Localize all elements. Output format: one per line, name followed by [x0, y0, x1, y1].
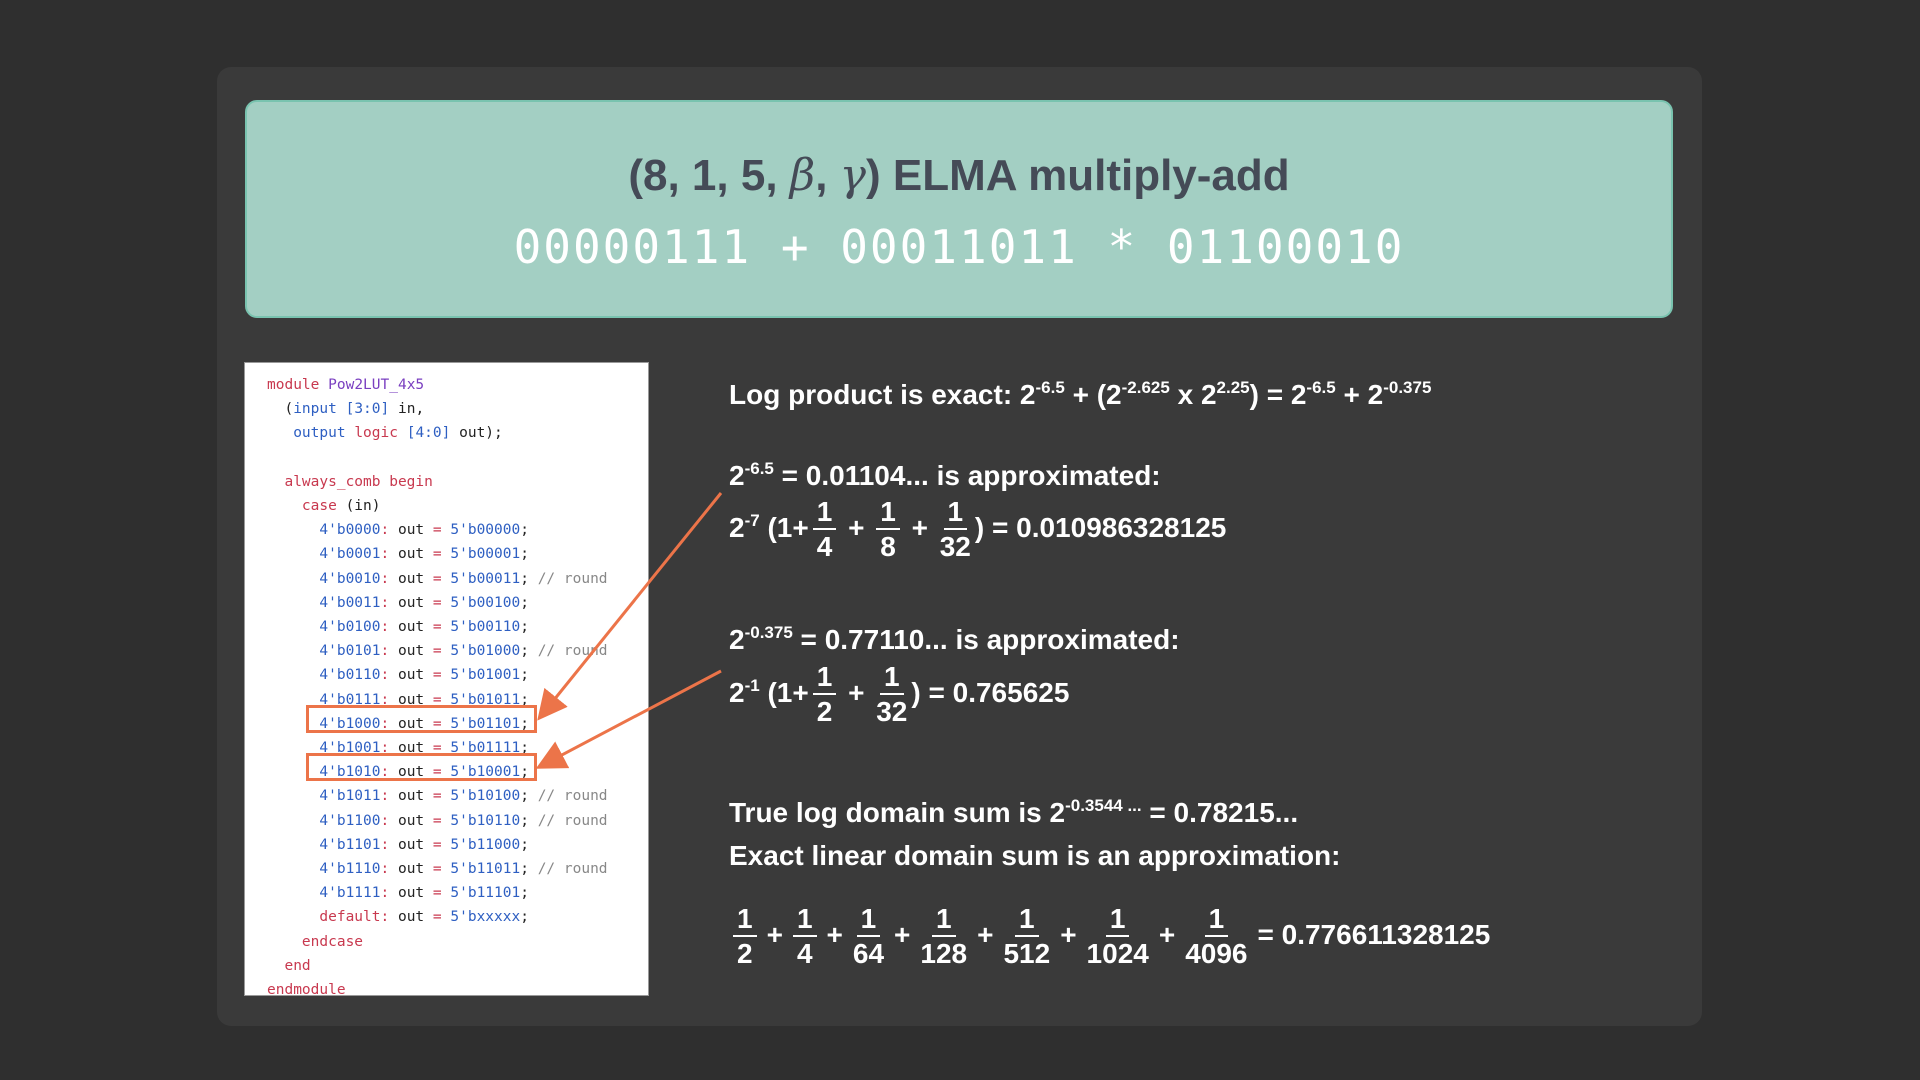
highlight-box-1010 — [306, 753, 537, 781]
code-line: output logic [4:0] out); — [267, 425, 503, 441]
value: 5'bxxxxx — [450, 909, 521, 926]
module-name: Pow2LUT_4x5 — [328, 377, 425, 393]
case-line: 4'b0111: out = 5'b01011; — [319, 691, 529, 708]
sum-result: = 0.776611328125 — [1257, 918, 1491, 950]
kw: output — [293, 425, 346, 442]
case-lines: 4'b0000: out = 5'b00000; 4'b0001: out = … — [267, 522, 608, 902]
title-suffix: ) ELMA multiply-add — [865, 151, 1290, 200]
plus: + — [977, 918, 994, 950]
approx-2-heading: 2-0.375 = 0.77110... is approximated: — [729, 623, 1180, 655]
case-line: 4'b1011: out = 5'b10100; // round — [319, 788, 608, 805]
punct: ( — [267, 401, 294, 418]
rest: out); — [450, 425, 503, 442]
fraction: 1 64 — [852, 903, 885, 969]
plus: + — [1158, 918, 1176, 950]
rest: (in) — [336, 498, 381, 515]
code-line: (input [3:0] in, — [267, 401, 424, 417]
code-line: module Pow2LUT_4x5 — [267, 377, 424, 393]
code-line: endcase — [301, 933, 364, 950]
code-line: case (in) — [302, 498, 381, 514]
out: out — [397, 909, 425, 926]
kw: module — [267, 377, 320, 393]
fraction: 1 4096 — [1185, 903, 1248, 969]
fraction: 1 128 — [920, 903, 968, 969]
fraction: 1 512 — [1003, 903, 1051, 969]
case-line: 4'b0011: out = 5'b00100; — [319, 594, 529, 611]
case-line: 4'b0100: out = 5'b00110; — [319, 619, 529, 636]
slide-title: (8, 1, 5, β, γ) ELMA multiply-add — [247, 150, 1671, 201]
case-line: 4'b1110: out = 5'b11011; // round — [319, 861, 608, 878]
plus: + — [826, 918, 843, 950]
case-line: 4'b1100: out = 5'b10110; // round — [319, 812, 608, 829]
case-line: 4'b0010: out = 5'b00011; // round — [319, 570, 608, 587]
title-prefix: (8, 1, 5, — [628, 151, 790, 200]
title-sep: , — [815, 151, 840, 200]
arrow-2 — [535, 669, 722, 769]
plus: + — [1060, 918, 1077, 950]
case-line: 4'b1101: out = 5'b11000; — [319, 836, 529, 853]
fraction: 1 32 — [939, 496, 971, 562]
plus: + — [894, 918, 911, 950]
range: [3:0] — [345, 401, 390, 418]
range: [4:0] — [406, 425, 451, 442]
code-line: endmodule — [267, 982, 346, 999]
case-line: 4'b1000: out = 5'b01101; — [319, 715, 529, 732]
case-line: 4'b0000: out = 5'b00000; — [319, 522, 529, 539]
approx-2-formula: 2-1 (1+ 1 2 + 1 32) = 0.765625 — [729, 661, 1070, 727]
highlight-box-1000 — [306, 705, 537, 733]
verilog-code-panel: module Pow2LUT_4x5 (input [3:0] in, outp… — [244, 362, 649, 999]
case-line: 4'b1010: out = 5'b10001; — [319, 764, 529, 781]
kw: logic — [354, 425, 398, 442]
code-line: end — [284, 957, 311, 974]
fraction: 1 32 — [876, 661, 908, 727]
kw: case — [301, 498, 337, 515]
true-log-sum: True log domain sum is 2-0.3544 ... = 0.… — [729, 796, 1299, 828]
linear-sum-formula: 1 2 +1 4 +1 64 +1 128 +1 512 +1 1024 +1 4096 = 0.77661… — [729, 905, 1490, 968]
kw: input — [293, 401, 337, 418]
linear-sum-heading: Exact linear domain sum is an approximat… — [729, 840, 1341, 871]
fraction: 1 1024 — [1086, 903, 1149, 969]
plus: + — [766, 918, 783, 950]
case-line: 4'b0110: out = 5'b01001; — [319, 667, 529, 684]
case-line: 4'b1001: out = 5'b01111; — [319, 740, 529, 757]
arrow-1 — [537, 492, 723, 721]
code-line: always_comb begin — [284, 473, 433, 490]
case-line: 4'b1111: out = 5'b11101; — [319, 885, 529, 902]
case-line: 4'b0001: out = 5'b00001; — [319, 546, 529, 563]
gamma-symbol: γ — [839, 150, 866, 201]
rest: in, — [389, 401, 425, 418]
approx-1-heading: 2-6.5 = 0.01104... is approximated: — [729, 459, 1161, 491]
kw: default — [319, 909, 381, 926]
binary-expression: 00000111 + 00011011 * 01100010 — [513, 220, 1405, 274]
code-line: default: out = 5'bxxxxx; — [319, 909, 529, 926]
log-product-line: Log product is exact: 2-6.5 + (2-2.625 x… — [729, 378, 1432, 410]
title-banner: (8, 1, 5, β, γ) ELMA multiply-add 000001… — [245, 100, 1673, 318]
beta-symbol: β — [789, 150, 816, 201]
